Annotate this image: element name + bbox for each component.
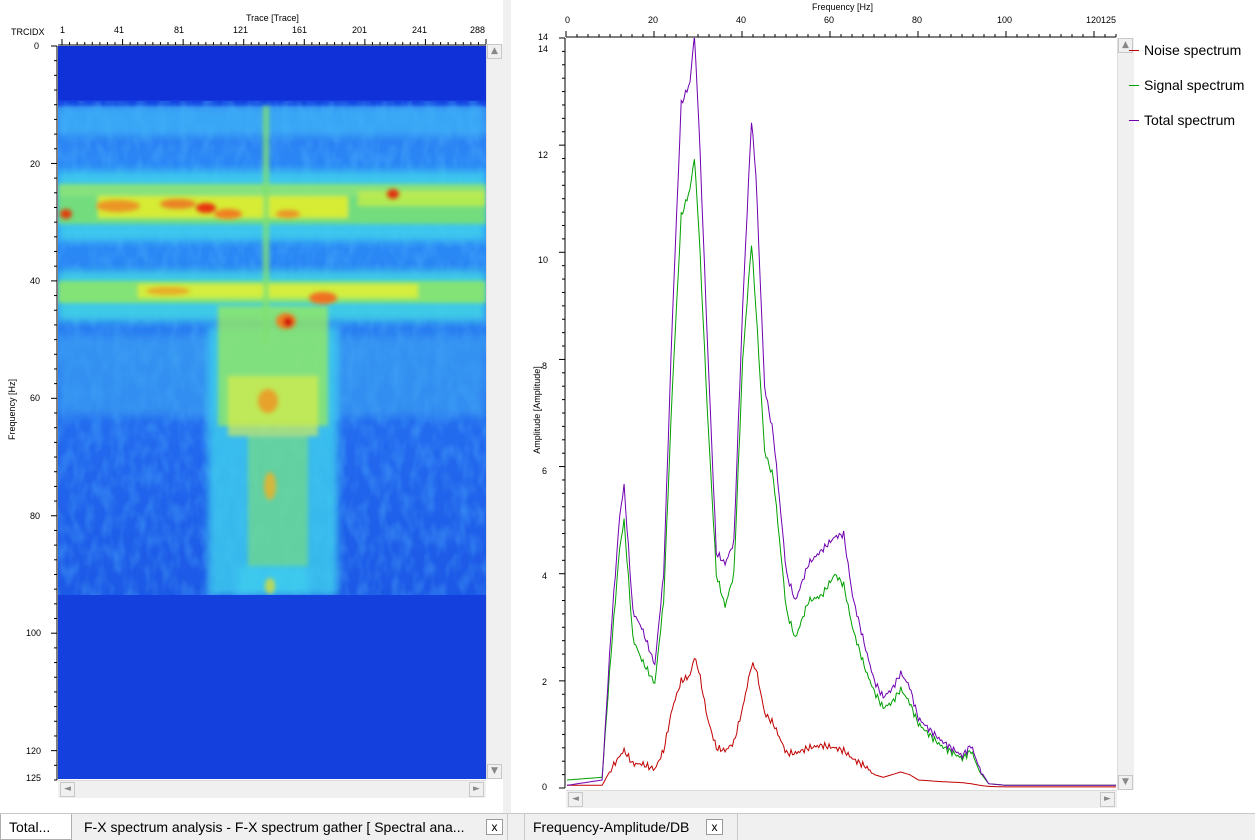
y-tick: 14: [538, 44, 549, 54]
top-tick-ruler: [58, 39, 487, 46]
left-tick: 100: [26, 628, 42, 638]
top-tick: 241: [412, 25, 428, 35]
top-axis-title: Frequency [Hz]: [812, 2, 874, 12]
left-tick-ruler: [51, 45, 58, 781]
tab-label: Total...: [9, 819, 51, 835]
top-tick: 60: [824, 15, 835, 25]
heatmap-horizontal-scrollbar[interactable]: ◄ ►: [58, 780, 486, 798]
top-axis-title: Trace [Trace]: [246, 13, 299, 23]
y-axis-title: Amplitude [Amplitude]: [532, 366, 542, 454]
top-tick: 41: [114, 25, 125, 35]
top-tick: 80: [912, 15, 923, 25]
legend-label: Total spectrum: [1144, 112, 1236, 128]
left-tick: 125: [26, 773, 42, 783]
y-tick: 8: [542, 361, 548, 371]
left-tick: 80: [30, 511, 41, 521]
close-icon[interactable]: x: [486, 819, 503, 835]
top-tick: 201: [352, 25, 368, 35]
scroll-right-icon[interactable]: ►: [1100, 792, 1115, 807]
legend-item-noise[interactable]: Noise spectrum: [1129, 42, 1241, 58]
close-icon[interactable]: x: [706, 819, 723, 835]
y-tick: 6: [542, 466, 548, 476]
tab-total[interactable]: Total...: [0, 814, 72, 840]
scroll-left-icon[interactable]: ◄: [568, 792, 583, 807]
scroll-up-icon[interactable]: ▲: [1118, 38, 1133, 53]
left-tick: 40: [30, 276, 41, 286]
top-tick: 100: [997, 15, 1013, 25]
top-tick: 1: [60, 25, 66, 35]
left-tick: 60: [30, 393, 41, 403]
tab-frequency-amplitude[interactable]: Frequency-Amplitude/DB: [524, 814, 738, 840]
legend-swatch: [1129, 119, 1139, 121]
plot-vertical-scrollbar[interactable]: ▲ ▼: [1117, 38, 1134, 790]
panel-splitter[interactable]: [503, 0, 511, 813]
fx-spectrum-heatmap[interactable]: [58, 46, 486, 779]
tab-fx-spectrum-analysis[interactable]: F-X spectrum analysis - F-X spectrum gat…: [76, 814, 508, 840]
legend-label: Signal spectrum: [1144, 77, 1245, 93]
scroll-up-icon[interactable]: ▲: [487, 44, 502, 59]
tab-separator: [512, 814, 520, 840]
top-tick: 121: [233, 25, 249, 35]
top-tick: 125: [1101, 15, 1117, 25]
y-tick: 0: [542, 782, 548, 792]
legend-item-signal[interactable]: Signal spectrum: [1129, 77, 1244, 93]
top-tick: 0: [565, 15, 571, 25]
left-axis-title: Frequency [Hz]: [7, 378, 17, 440]
y-tick: 2: [542, 677, 548, 687]
tab-label: Frequency-Amplitude/DB: [533, 819, 690, 835]
top-tick: 20: [648, 15, 659, 25]
scroll-down-icon[interactable]: ▼: [487, 764, 502, 779]
top-tick: 161: [292, 25, 308, 35]
top-tick-ruler: [565, 31, 1117, 38]
plot-horizontal-scrollbar[interactable]: ◄ ►: [566, 790, 1117, 808]
y-tick: 4: [542, 571, 548, 581]
tab-bar: Total... F-X spectrum analysis - F-X spe…: [0, 813, 1255, 840]
scroll-down-icon[interactable]: ▼: [1118, 775, 1133, 790]
total-spectrum-line: [566, 38, 1116, 786]
tab-label: F-X spectrum analysis - F-X spectrum gat…: [84, 819, 465, 835]
y-tick: 10: [538, 255, 549, 265]
y-top-tick: 14: [538, 32, 549, 42]
legend-label: Noise spectrum: [1144, 42, 1242, 58]
top-tick: 81: [174, 25, 185, 35]
y-tick: 12: [538, 150, 549, 160]
y-tick-ruler: [559, 37, 566, 789]
legend-swatch: [1129, 84, 1139, 86]
top-tick: 120: [1086, 15, 1102, 25]
legend-item-total[interactable]: Total spectrum: [1129, 112, 1235, 128]
left-tick: 120: [26, 746, 42, 756]
legend-swatch: [1129, 49, 1139, 51]
noise-spectrum-line: [567, 658, 1116, 788]
heatmap-vertical-scrollbar[interactable]: ▲ ▼: [486, 44, 503, 779]
corner-label: TRCIDX: [11, 27, 45, 37]
scroll-right-icon[interactable]: ►: [469, 782, 484, 797]
left-tick: 20: [30, 159, 41, 169]
left-tick: 0: [34, 41, 40, 51]
top-tick: 40: [736, 15, 747, 25]
scroll-left-icon[interactable]: ◄: [60, 782, 75, 797]
top-tick: 288: [470, 25, 486, 35]
spectrum-plot[interactable]: [566, 38, 1117, 790]
